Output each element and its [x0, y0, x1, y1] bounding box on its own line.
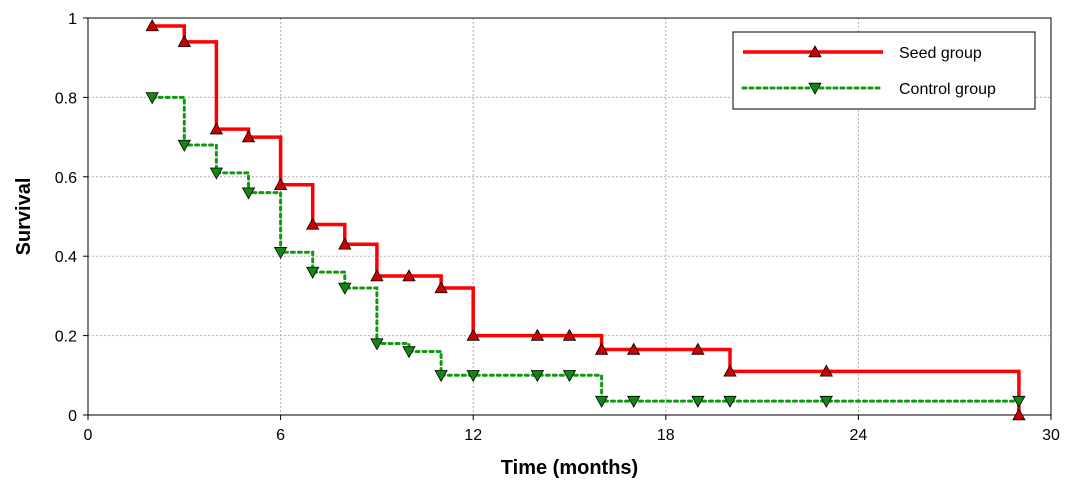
series-layer [145, 19, 1026, 421]
series-seed-group [145, 19, 1026, 421]
y-tick-label: 1 [68, 11, 77, 28]
data-point-control-group [241, 187, 256, 200]
y-tick-label: 0.8 [55, 90, 77, 107]
data-point-control-group [466, 370, 480, 383]
legend-marker-control-group [808, 82, 822, 95]
series-control-group [145, 92, 1026, 408]
data-point-seed-group [562, 328, 577, 341]
data-point-control-group [819, 395, 833, 408]
data-point-control-group [562, 370, 577, 383]
data-point-seed-group [145, 19, 159, 32]
data-point-control-group [338, 282, 352, 295]
data-point-control-group [402, 346, 416, 359]
data-point-seed-group [530, 328, 545, 341]
series-line-control-group [150, 95, 1021, 403]
data-point-seed-group [306, 217, 320, 230]
y-tick-label: 0.6 [55, 170, 77, 187]
x-tick-label: 18 [657, 427, 675, 444]
data-point-seed-group [723, 364, 737, 377]
data-point-seed-group [370, 269, 384, 282]
x-tick-label: 24 [850, 427, 868, 444]
x-tick-label: 6 [276, 427, 285, 444]
data-point-seed-group [434, 281, 448, 294]
x-tick-label: 12 [464, 427, 482, 444]
data-point-control-group [691, 395, 705, 408]
data-point-seed-group [691, 342, 705, 355]
data-point-seed-group [241, 130, 256, 143]
data-point-control-group [530, 370, 545, 383]
data-point-seed-group [466, 328, 480, 341]
x-tick-label: 0 [84, 427, 93, 444]
legend: Seed group Control group [732, 31, 1036, 110]
legend-marker-seed-group [808, 45, 822, 58]
y-axis-title: Survival [13, 178, 35, 256]
plot-area [87, 17, 1052, 416]
x-axis-title: Time (months) [501, 457, 638, 479]
data-point-control-group [209, 167, 224, 180]
y-tick-label: 0.2 [55, 329, 77, 346]
x-axis-ticks: 0 6 12 18 24 30 [84, 415, 1060, 444]
data-point-control-group [434, 370, 448, 383]
data-point-seed-group [402, 269, 416, 282]
legend-box [732, 31, 1036, 110]
data-point-seed-group [819, 364, 833, 377]
data-point-seed-group [338, 237, 352, 250]
data-point-control-group [145, 92, 159, 105]
data-point-control-group [306, 266, 320, 279]
data-point-control-group [370, 338, 384, 351]
data-point-control-group [177, 139, 191, 152]
data-point-control-group [594, 395, 609, 408]
y-axis-ticks: 0 0.2 0.4 0.6 0.8 1 [55, 11, 88, 425]
data-point-control-group [627, 395, 641, 408]
data-point-seed-group [627, 342, 641, 355]
data-point-seed-group [273, 177, 288, 190]
data-point-seed-group [1012, 408, 1026, 421]
data-point-control-group [273, 247, 288, 260]
data-point-control-group [723, 395, 737, 408]
legend-label-seed-group: Seed group [899, 45, 982, 62]
data-point-seed-group [594, 342, 609, 355]
y-tick-label: 0 [68, 408, 77, 425]
y-tick-label: 0.4 [55, 249, 77, 266]
x-tick-label: 30 [1042, 427, 1060, 444]
data-point-seed-group [209, 122, 224, 135]
data-point-seed-group [177, 34, 191, 48]
legend-label-control-group: Control group [899, 81, 996, 98]
data-point-control-group [1012, 395, 1026, 408]
